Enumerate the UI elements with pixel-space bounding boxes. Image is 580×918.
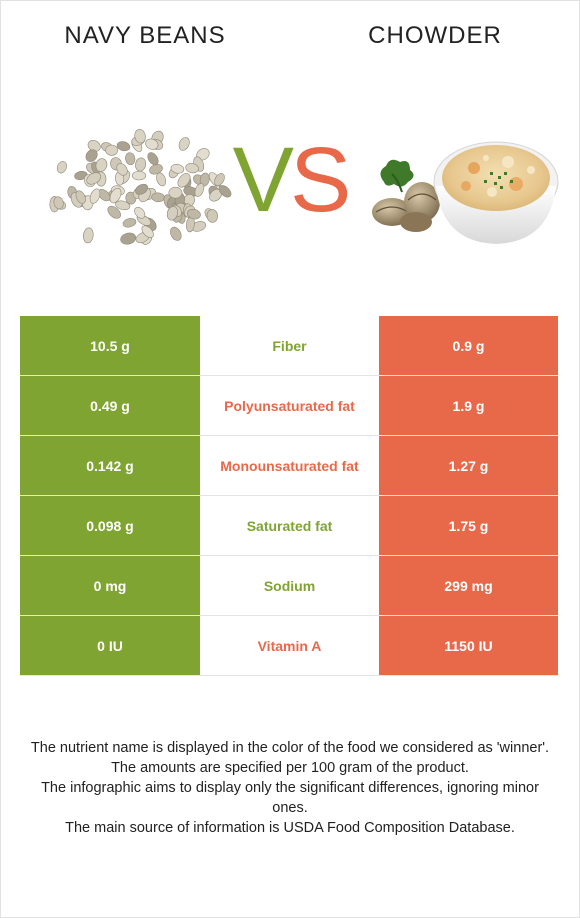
comparison-row: 0.49 g Polyunsaturated fat 1.9 g bbox=[20, 375, 558, 436]
bean bbox=[135, 183, 149, 195]
left-food-value: 0 mg bbox=[20, 555, 200, 616]
nutrient-name: Sodium bbox=[200, 555, 379, 616]
bean bbox=[89, 188, 101, 204]
bean bbox=[151, 192, 165, 203]
bean bbox=[56, 161, 67, 174]
bean bbox=[185, 163, 199, 174]
left-food-value: 10.5 g bbox=[20, 316, 200, 376]
footnote-line-significant-differences: The infographic aims to display only the… bbox=[41, 780, 539, 816]
right-food-value: 0.9 g bbox=[379, 316, 558, 376]
bean bbox=[186, 208, 201, 220]
bean bbox=[218, 185, 232, 198]
bean bbox=[120, 232, 137, 245]
bean bbox=[95, 158, 108, 172]
comparison-table: 10.5 g Fiber 0.9 g 0.49 g Polyunsaturated fa… bbox=[20, 316, 558, 676]
bean bbox=[135, 157, 147, 172]
navy-beans-image bbox=[49, 129, 232, 245]
bean bbox=[109, 187, 122, 204]
bean bbox=[116, 163, 128, 176]
bean bbox=[115, 200, 131, 211]
right-food-value: 1.75 g bbox=[379, 495, 558, 556]
bean bbox=[131, 170, 147, 181]
bean bbox=[107, 205, 121, 219]
comparison-row: 10.5 g Fiber 0.9 g bbox=[20, 316, 558, 376]
vs-letter-v: V bbox=[232, 129, 294, 231]
bean bbox=[168, 186, 183, 199]
bean bbox=[74, 170, 88, 181]
vs-letter-s: S bbox=[290, 129, 351, 231]
footnote-line-winner-color: The nutrient name is displayed in the co… bbox=[30, 740, 550, 756]
right-food-value: 299 mg bbox=[379, 555, 558, 616]
bean bbox=[105, 144, 119, 156]
comparison-row: 0.142 g Monounsaturated fat 1.27 g bbox=[20, 435, 558, 496]
bean bbox=[116, 141, 131, 152]
right-food-value: 1150 IU bbox=[379, 615, 558, 676]
nutrient-name: Vitamin A bbox=[200, 615, 379, 676]
bean bbox=[147, 152, 159, 166]
comparison-row: 0 mg Sodium 299 mg bbox=[20, 555, 558, 616]
footnote: The nutrient name is displayed in the co… bbox=[30, 738, 550, 838]
right-food-title: CHOWDER bbox=[368, 22, 502, 49]
bean bbox=[134, 129, 146, 144]
left-food-value: 0.142 g bbox=[20, 435, 200, 496]
comparison-row: 0.098 g Saturated fat 1.75 g bbox=[20, 495, 558, 556]
left-food-value: 0.49 g bbox=[20, 375, 200, 436]
left-food-title: NAVY BEANS bbox=[64, 22, 226, 49]
bean bbox=[134, 206, 146, 219]
right-food-value: 1.27 g bbox=[379, 435, 558, 496]
bean bbox=[86, 172, 102, 185]
bean bbox=[53, 196, 64, 210]
vs-label: VS bbox=[226, 130, 354, 230]
bean bbox=[170, 226, 182, 241]
nutrient-name: Polyunsaturated fat bbox=[200, 375, 379, 436]
comparison-row: 0 IU Vitamin A 1150 IU bbox=[20, 615, 558, 676]
bean bbox=[177, 173, 191, 188]
bean bbox=[166, 206, 178, 221]
footnote-line-source: The main source of information is USDA F… bbox=[65, 820, 515, 836]
nutrient-name: Fiber bbox=[200, 316, 379, 376]
bean bbox=[83, 227, 94, 244]
bean bbox=[145, 138, 159, 150]
bean bbox=[206, 209, 218, 223]
bean bbox=[125, 152, 136, 166]
bean bbox=[85, 149, 98, 162]
nutrient-name: Saturated fat bbox=[200, 495, 379, 556]
left-food-value: 0.098 g bbox=[20, 495, 200, 556]
bean bbox=[178, 137, 190, 151]
left-food-value: 0 IU bbox=[20, 615, 200, 676]
bean bbox=[156, 172, 167, 187]
bean bbox=[170, 164, 185, 174]
right-food-value: 1.9 g bbox=[379, 375, 558, 436]
chowder-image bbox=[372, 141, 559, 244]
nutrient-name: Monounsaturated fat bbox=[200, 435, 379, 496]
bean bbox=[214, 173, 225, 186]
bean bbox=[122, 218, 137, 228]
bean bbox=[141, 225, 154, 238]
bean bbox=[75, 190, 86, 204]
bean bbox=[194, 183, 205, 197]
footnote-line-per-100g: The amounts are specified per 100 gram o… bbox=[111, 760, 469, 776]
